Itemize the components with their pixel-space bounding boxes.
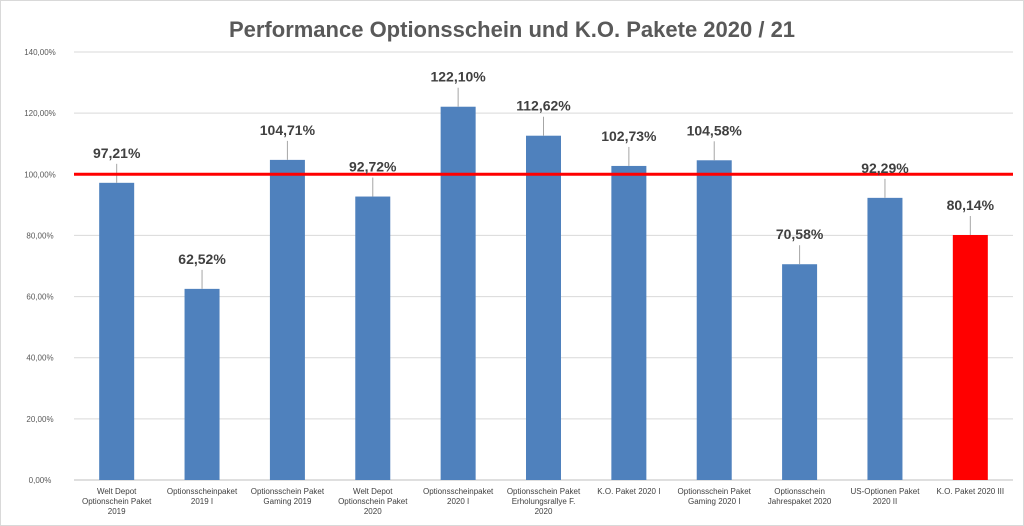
data-label: 92,29% [861,160,909,176]
x-tick-label: Optionsschein [774,487,825,496]
y-tick-label: 80,00% [26,231,53,240]
x-tick-label: Optionsschein Paket [251,487,325,496]
x-tick-label: 2020 [535,507,553,516]
x-tick-label: Jahrespaket 2020 [768,497,832,506]
data-label: 104,71% [260,122,316,138]
x-tick-label: 2020 II [873,497,897,506]
data-label: 122,10% [430,69,486,85]
bars [99,106,988,481]
y-tick-label: 120,00% [24,109,56,118]
x-tick-label: K.O. Paket 2020 III [937,487,1005,496]
x-tick-label: Optionschein Paket [82,497,152,506]
data-label: 70,58% [776,226,824,242]
bar [440,106,476,481]
bar [526,135,561,480]
x-tick-label: 2020 [364,507,382,516]
x-tick-label: K.O. Paket 2020 I [597,487,660,496]
x-tick-label: Welt Depot [353,487,393,496]
bar [782,264,818,480]
y-tick-label: 100,00% [24,170,56,179]
chart-title: Performance Optionsschein und K.O. Paket… [229,17,795,42]
bar [184,288,220,480]
x-tick-label: Optionsschein Paket [678,487,752,496]
bar [952,235,988,480]
x-tick-label: 2019 [108,507,126,516]
data-labels: 97,21% 62,52% 104,71% 92,72% 122,10% 112,62% 1… [93,69,995,267]
x-tick-label: US-Optionen Paket [850,487,920,496]
y-tick-label: 40,00% [26,354,53,363]
x-tick-label: Optionsscheinpaket [167,487,238,496]
y-tick-label: 140,00% [24,48,56,57]
data-label: 80,14% [947,197,995,213]
x-tick-label: Welt Depot [97,487,137,496]
label-leader-lines [116,87,971,289]
x-tick-label: 2020 I [447,497,469,506]
y-tick-label: 60,00% [26,293,53,302]
x-tick-label: Erholungsrallye F. [512,497,576,506]
bar [611,165,647,481]
x-tick-label: 2019 I [191,497,213,506]
bar [99,182,135,481]
y-axis: 0,00% 20,00% 40,00% 60,00% 80,00% 100,00% 120,… [24,48,56,485]
data-label: 102,73% [601,128,657,144]
x-tick-label: Optionschein Paket [338,497,408,506]
x-tick-label: Gaming 2020 I [688,497,740,506]
bar [355,196,391,480]
x-tick-label: Optionsschein Paket [507,487,581,496]
data-label: 97,21% [93,145,141,161]
data-label: 62,52% [178,251,226,267]
data-label: 104,58% [687,122,743,138]
x-tick-label: Gaming 2019 [263,497,312,506]
bar [696,160,732,480]
data-label: 92,72% [349,159,397,175]
y-tick-label: 20,00% [26,415,53,424]
y-tick-label: 0,00% [29,476,52,485]
x-tick-label: Optionsscheinpaket [423,487,494,496]
bar [867,197,903,480]
data-label: 112,62% [516,98,571,114]
bar [269,159,305,480]
